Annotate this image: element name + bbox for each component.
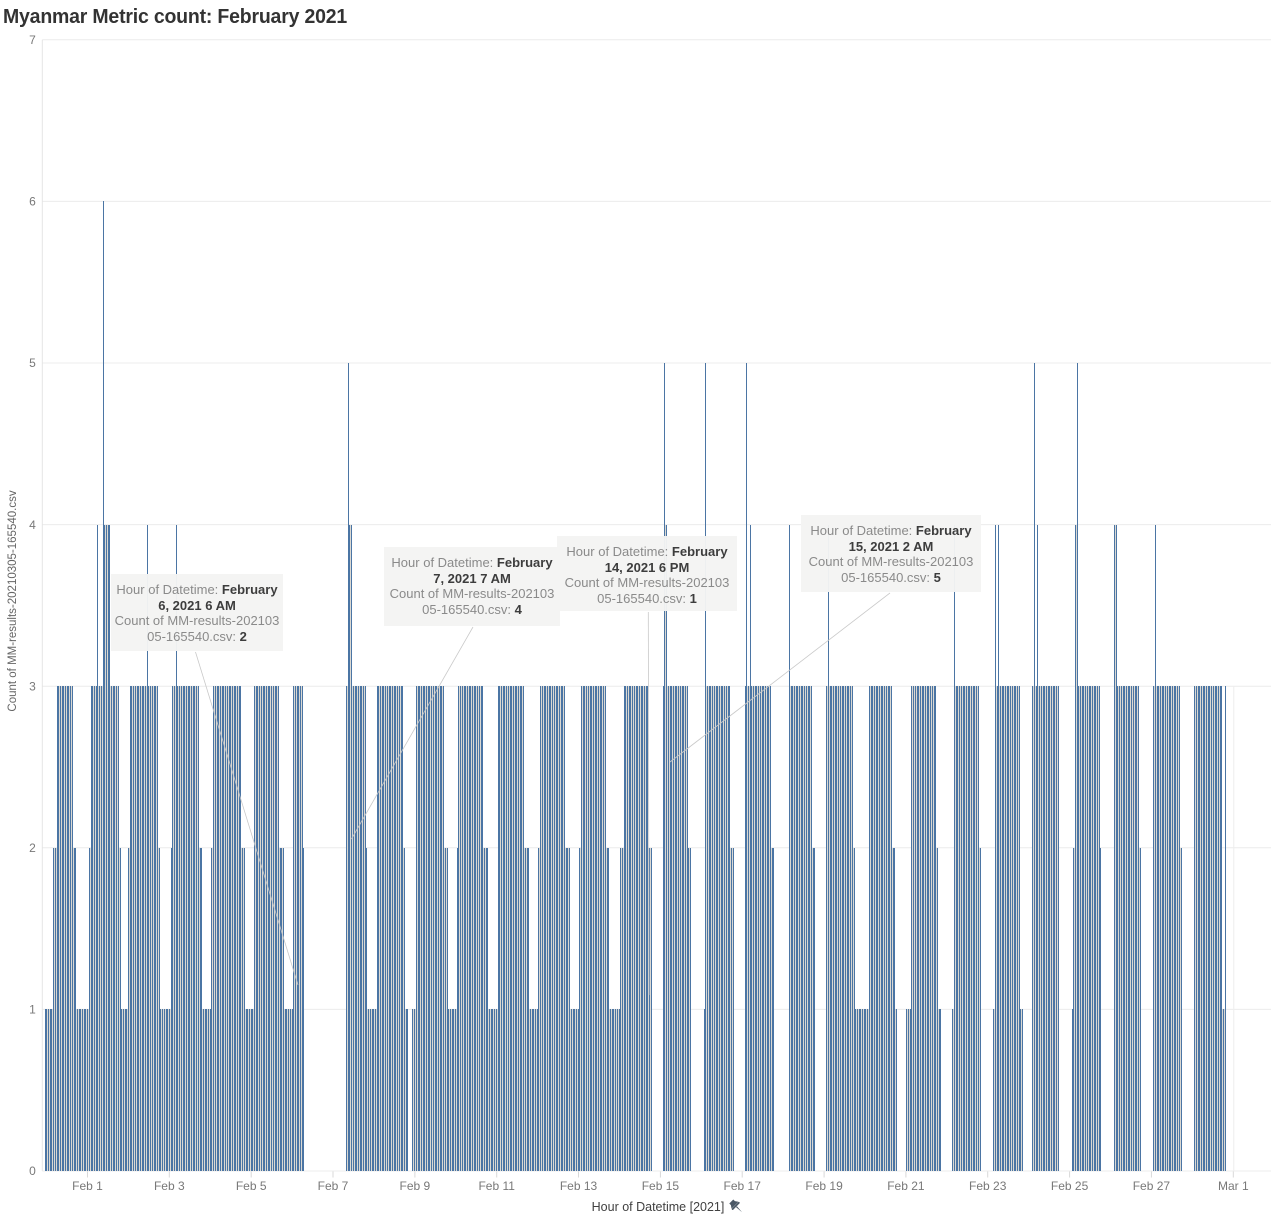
svg-text:Feb 11: Feb 11: [478, 1179, 515, 1193]
svg-text:Feb 1: Feb 1: [72, 1179, 103, 1193]
svg-text:Feb 25: Feb 25: [1051, 1179, 1089, 1193]
svg-text:6: 6: [29, 195, 36, 209]
svg-text:4: 4: [29, 518, 36, 532]
svg-text:1: 1: [29, 1003, 36, 1017]
svg-text:Feb 3: Feb 3: [154, 1179, 185, 1193]
svg-text:Feb 21: Feb 21: [887, 1179, 925, 1193]
svg-text:Feb 17: Feb 17: [724, 1179, 762, 1193]
svg-text:2: 2: [29, 841, 36, 855]
svg-text:Feb 13: Feb 13: [560, 1179, 598, 1193]
svg-text:Feb 19: Feb 19: [805, 1179, 843, 1193]
svg-text:Feb 9: Feb 9: [400, 1179, 431, 1193]
svg-text:Mar 1: Mar 1: [1218, 1179, 1249, 1193]
svg-text:7: 7: [29, 33, 36, 47]
svg-text:Feb 5: Feb 5: [236, 1179, 267, 1193]
svg-text:Feb 27: Feb 27: [1133, 1179, 1171, 1193]
svg-text:0: 0: [29, 1164, 36, 1178]
svg-text:Feb 7: Feb 7: [318, 1179, 349, 1193]
svg-text:3: 3: [29, 679, 36, 693]
svg-text:5: 5: [29, 356, 36, 370]
svg-text:Feb 23: Feb 23: [969, 1179, 1007, 1193]
svg-text:Feb 15: Feb 15: [642, 1179, 680, 1193]
